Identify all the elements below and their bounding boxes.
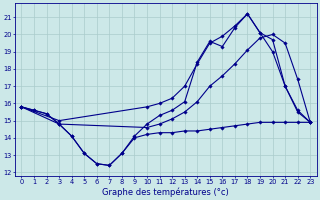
X-axis label: Graphe des températures (°c): Graphe des températures (°c): [102, 187, 229, 197]
